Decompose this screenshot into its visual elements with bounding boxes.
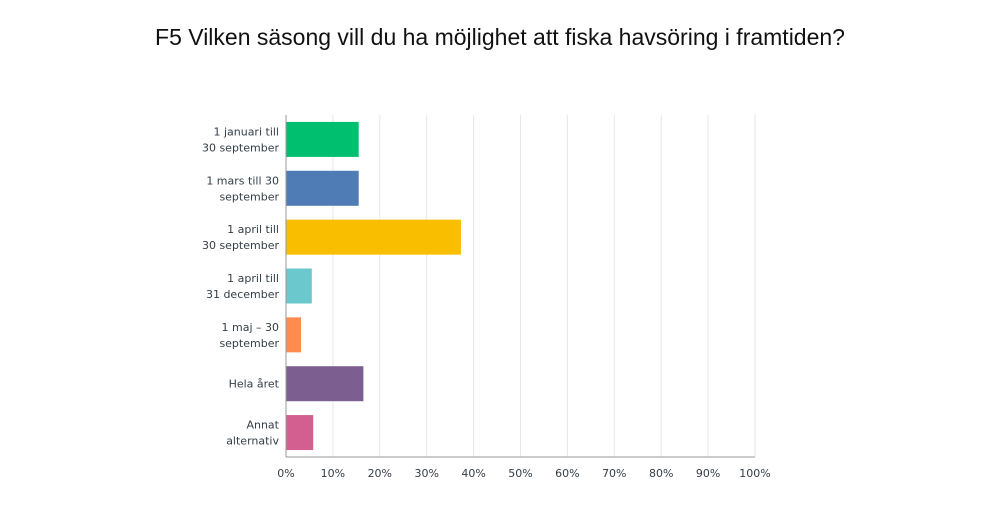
category-label: september [219, 190, 279, 203]
bar [286, 219, 461, 255]
category-label: 31 december [206, 288, 280, 301]
bar [286, 415, 314, 451]
x-tick-label: 50% [508, 467, 532, 480]
x-tick-label: 80% [649, 467, 673, 480]
category-label: Annat [246, 419, 279, 432]
category-label: september [219, 337, 279, 350]
bar [286, 121, 359, 157]
bar [286, 317, 302, 353]
axes [285, 115, 755, 458]
bar [286, 268, 312, 304]
bar [286, 366, 364, 402]
x-tick-label: 100% [739, 467, 770, 480]
x-tick-label: 70% [602, 467, 626, 480]
x-tick-labels: 0% 10% 20% 30% 40% 50% 60% 70% 80% 90% 100% [277, 467, 770, 480]
grid-lines [332, 115, 756, 457]
x-tick-label: 20% [368, 467, 392, 480]
x-tick-label: 90% [696, 467, 720, 480]
category-label: Hela året [229, 378, 280, 391]
category-label: 1 mars till 30 [206, 174, 279, 187]
bar [286, 170, 359, 206]
category-label: 1 maj – 30 [222, 321, 280, 334]
category-label: 30 september [202, 239, 280, 252]
category-label: 1 april till [227, 272, 279, 285]
bars [286, 121, 461, 451]
category-label: 1 april till [227, 223, 279, 236]
category-label: 1 januari till [213, 125, 279, 138]
x-tick-label: 30% [414, 467, 438, 480]
x-tick-label: 60% [555, 467, 579, 480]
x-tick-label: 0% [277, 467, 294, 480]
category-label: alternativ [226, 435, 279, 448]
category-labels: 1 januari till 30 september 1 mars till 30… [202, 125, 280, 447]
chart-title: F5 Vilken säsong vill du ha möjlighet at… [155, 24, 845, 50]
x-tick-label: 10% [321, 467, 345, 480]
x-tick-label: 40% [461, 467, 485, 480]
category-label: 30 september [202, 141, 280, 154]
